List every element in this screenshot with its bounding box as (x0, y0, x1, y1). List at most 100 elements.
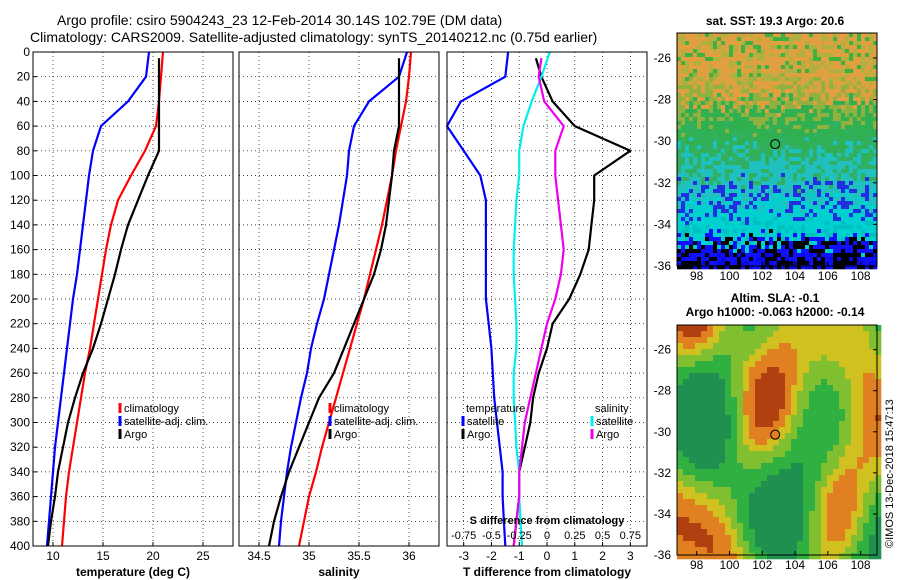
sst_map-cell (701, 185, 706, 190)
sst_map-cell (733, 149, 738, 154)
sst_map-cell (789, 205, 794, 210)
sla_map-cell (761, 481, 768, 488)
sst_map-cell (757, 149, 762, 154)
sst_map-cell (741, 165, 746, 170)
sst_map-ytick-label: -30 (654, 134, 672, 148)
sst_map-cell (813, 261, 818, 266)
sst_map-cell (849, 229, 854, 234)
sla_map-cell (809, 511, 816, 518)
sst_map-cell (761, 93, 766, 98)
sla_map-cell (725, 409, 732, 416)
sst_map-cell (841, 157, 846, 162)
sst_map-cell (733, 193, 738, 198)
sst_map-cell (813, 45, 818, 50)
sla_map-cell (707, 541, 714, 548)
sst_map-cell (825, 33, 830, 38)
sla_map-cell (863, 367, 870, 374)
sst_map-cell (773, 101, 778, 106)
sst_map-cell (729, 205, 734, 210)
sla_map-cell (713, 463, 720, 470)
sst_map-cell (681, 121, 686, 126)
sst_map-cell (729, 189, 734, 194)
sst_map-cell (873, 161, 878, 166)
sla_map-cell (809, 367, 816, 374)
sst_map-cell (725, 233, 730, 238)
sst_map-cell (745, 145, 750, 150)
sla_map-cell (809, 337, 816, 344)
sst_map-cell (841, 241, 846, 246)
sla_map-cell (779, 487, 786, 494)
sst_map-cell (773, 81, 778, 86)
sst_map-cell (821, 237, 826, 242)
sla_map-cell (701, 523, 708, 530)
sla_map-cell (677, 349, 684, 356)
sst_map-cell (717, 177, 722, 182)
sst_map-cell (853, 89, 858, 94)
sst_map-cell (781, 65, 786, 70)
sst_map-cell (757, 265, 762, 270)
sla_map-cell (815, 349, 822, 356)
sst_map-cell (841, 193, 846, 198)
sst_map-cell (677, 157, 682, 162)
sst_map-cell (873, 77, 878, 82)
sst_map-cell (853, 101, 858, 106)
sst_map-cell (705, 65, 710, 70)
sst_map-cell (733, 69, 738, 74)
sla_map-cell (809, 343, 816, 350)
sla_map-cell (821, 529, 828, 536)
sst_map-cell (721, 249, 726, 254)
sst_map-cell (769, 221, 774, 226)
sla_map-cell (851, 487, 858, 494)
sla_map-cell (761, 433, 768, 440)
sst_map-cell (873, 85, 878, 90)
sst_map-ytick-label: -26 (654, 51, 672, 65)
sst_map-cell (821, 149, 826, 154)
sst_map-cell (861, 133, 866, 138)
sla_map-cell (695, 397, 702, 404)
sst_map-cell (769, 41, 774, 46)
sst_map-cell (737, 41, 742, 46)
sst_map-cell (837, 49, 842, 54)
sst_map-cell (745, 253, 750, 258)
sst_map-cell (789, 229, 794, 234)
sst_map-cell (785, 133, 790, 138)
sst_map-cell (829, 193, 834, 198)
sst_map-cell (689, 37, 694, 42)
sst_map-cell (837, 73, 842, 78)
sst_map-cell (705, 253, 710, 258)
sla_map-cell (707, 457, 714, 464)
sst_map-cell (861, 141, 866, 146)
sst_map-cell (801, 177, 806, 182)
sla_map-cell (767, 523, 774, 530)
sla_map-cell (779, 361, 786, 368)
sst_map-cell (801, 93, 806, 98)
sst_map-cell (713, 89, 718, 94)
sla_map-cell (833, 325, 840, 332)
sst_map-cell (705, 169, 710, 174)
sst_map-cell (721, 101, 726, 106)
sst_map-cell (853, 125, 858, 130)
sst_map-cell (869, 97, 874, 102)
sla_map-cell (761, 385, 768, 392)
sst_map-cell (861, 49, 866, 54)
sst_map-cell (813, 221, 818, 226)
sst_map-cell (869, 33, 874, 38)
sst_map-cell (737, 241, 742, 246)
sla_map-cell (725, 553, 732, 560)
sst_map-cell (825, 177, 830, 182)
sst_map-cell (769, 197, 774, 202)
sst_map-cell (849, 177, 854, 182)
temp-ytick-label: 320 (10, 440, 30, 454)
sst_map-cell (773, 165, 778, 170)
sla_map-cell (869, 499, 876, 506)
sst_map-cell (797, 153, 802, 158)
sla_map-cell (857, 367, 864, 374)
sla_map-cell (689, 469, 696, 476)
sst_map-cell (773, 237, 778, 242)
sst_map-cell (817, 241, 822, 246)
sst_map-cell (789, 177, 794, 182)
sla_map-cell (707, 535, 714, 542)
sst_map-cell (721, 57, 726, 62)
sst_map-cell (729, 133, 734, 138)
diff-xtick-label: 1 (571, 549, 578, 563)
